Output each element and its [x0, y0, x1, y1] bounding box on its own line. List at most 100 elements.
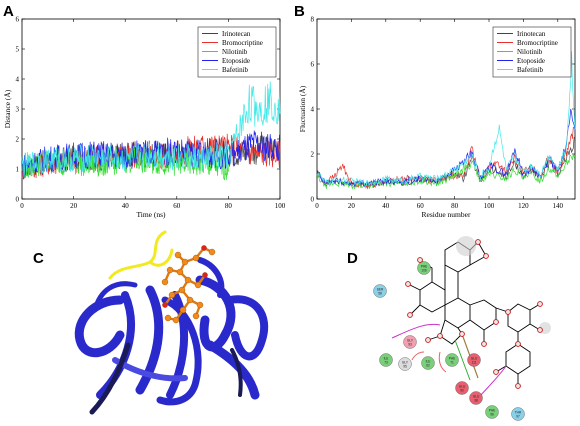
molecule-bond	[495, 303, 531, 333]
molecule-bond	[444, 297, 471, 329]
residue-label: 95	[403, 365, 407, 369]
ligand-atom	[174, 251, 182, 259]
oxygen-atom	[493, 369, 499, 375]
residue-node	[485, 405, 499, 419]
series-line-etoposide	[21, 130, 281, 178]
residue-label: THR	[515, 411, 522, 415]
molecule-bond	[505, 343, 531, 375]
ribbon-strand-shadow	[230, 348, 243, 397]
interaction-line	[454, 339, 471, 381]
legend-entry: Etoposide	[222, 57, 250, 65]
heteroatoms	[405, 239, 543, 389]
residue-label: 62	[426, 364, 430, 368]
legend-entry: Bromocriptine	[517, 39, 558, 47]
residue-node	[421, 356, 435, 370]
residue-node	[469, 391, 483, 405]
residue-label: 73	[384, 361, 388, 365]
residue-node	[403, 335, 417, 349]
ligand-atom	[201, 245, 207, 251]
residue-label: 97	[516, 415, 520, 419]
oxygen-atom	[483, 253, 489, 259]
ribbon-strand	[197, 257, 225, 298]
residue-label: 71	[450, 361, 454, 365]
chart-b: 0 20 40 60 80 100 120 140 0 2 4 6 8 IrinotecanBromoc…	[298, 16, 576, 219]
residue-label: PHE	[449, 357, 456, 361]
x-tick-label: 60	[417, 202, 425, 210]
residue-label: ILE	[384, 357, 389, 361]
interaction-line	[391, 323, 441, 339]
series-line-nilotinib	[316, 153, 576, 190]
y-tick-label: 3	[16, 106, 20, 114]
ligand-atoms	[161, 245, 216, 324]
y-tick-label: 0	[16, 196, 20, 204]
residue-label: SER	[377, 288, 384, 292]
y-tick-label: 1	[16, 166, 20, 174]
oxygen-atom	[437, 333, 443, 339]
pocket-arc	[438, 351, 447, 373]
residue-label: PHE	[489, 409, 496, 413]
series-line-etoposide	[316, 108, 576, 188]
residue-label: 96	[490, 413, 494, 417]
residue-label: ILE	[426, 360, 431, 364]
legend-entry: Nilotinib	[222, 48, 248, 56]
residue-node	[511, 407, 525, 421]
chart-b-legend: IrinotecanBromocriptineNilotinibEtoposid…	[492, 26, 572, 78]
chart-b-series	[316, 51, 576, 190]
oxygen-atom	[505, 309, 511, 315]
x-tick-label: 40	[122, 202, 130, 210]
x-tick-label: 20	[348, 202, 356, 210]
oxygen-atom	[481, 341, 487, 347]
series-line-bafetinib	[316, 51, 576, 187]
interaction-line	[479, 365, 507, 397]
ligand-atom	[192, 312, 200, 320]
residue-node	[379, 353, 393, 367]
x-tick-label: 0	[20, 202, 24, 210]
ligand-atom	[208, 248, 216, 256]
oxygen-atom	[515, 341, 521, 347]
x-tick-label: 20	[70, 202, 78, 210]
residue-label: 111	[472, 361, 477, 365]
ligand-atom	[202, 272, 208, 278]
chart-b-ticks: 0 20 40 60 80 100 120 140 0 2 4 6 8	[311, 16, 575, 210]
ligand-atom	[192, 254, 200, 262]
series-line-bafetinib	[21, 81, 281, 177]
y-tick-label: 8	[311, 16, 315, 24]
x-tick-label: 80	[225, 202, 233, 210]
ribbon-strand	[135, 285, 164, 395]
ribbon-strand	[195, 275, 236, 352]
ligand-atom	[161, 278, 169, 286]
legend-entry: Etoposide	[517, 57, 545, 65]
y-tick-label: 2	[16, 136, 20, 144]
residue-node	[373, 284, 387, 298]
residue-node	[417, 261, 431, 275]
protein-structure-image	[74, 230, 269, 415]
chart-a-xlabel: Time (ns)	[136, 210, 166, 219]
residue-label: GLU	[459, 385, 466, 389]
y-tick-label: 4	[311, 106, 315, 114]
oxygen-atom	[425, 337, 431, 343]
ligand-atom	[162, 302, 168, 308]
legend-entry: Nilotinib	[517, 48, 543, 56]
panel-letter-a: A	[3, 3, 14, 20]
legend-entry: Bafetinib	[222, 66, 249, 74]
ligand-atom	[166, 266, 174, 274]
molecule-bond	[469, 299, 497, 331]
ligand-atom	[178, 286, 186, 294]
ligand-atom	[194, 281, 202, 289]
residue-label: GLY	[402, 361, 409, 365]
x-tick-label: 100	[275, 202, 286, 210]
chart-a-ticks: 0 20 40 60 80 100 0 1 2 3 4 5 6	[16, 16, 286, 211]
ligand-atom	[176, 268, 184, 276]
ligand-atom	[181, 258, 189, 266]
y-tick-label: 2	[311, 151, 315, 159]
y-tick-label: 4	[16, 76, 20, 84]
panel-letter-d: D	[347, 250, 358, 267]
chart-a: 0 20 40 60 80 100 0 1 2 3 4 5 6 IrinotecanBromocript…	[3, 16, 286, 220]
panel-letter-b: B	[294, 3, 305, 20]
oxygen-atom	[405, 281, 411, 287]
molecule-bond	[419, 281, 446, 313]
ligand-atom	[186, 296, 194, 304]
y-tick-label: 5	[16, 46, 20, 54]
chart-b-ylabel: Fluctuation (Å)	[298, 85, 307, 132]
pocket-arc	[411, 351, 425, 361]
